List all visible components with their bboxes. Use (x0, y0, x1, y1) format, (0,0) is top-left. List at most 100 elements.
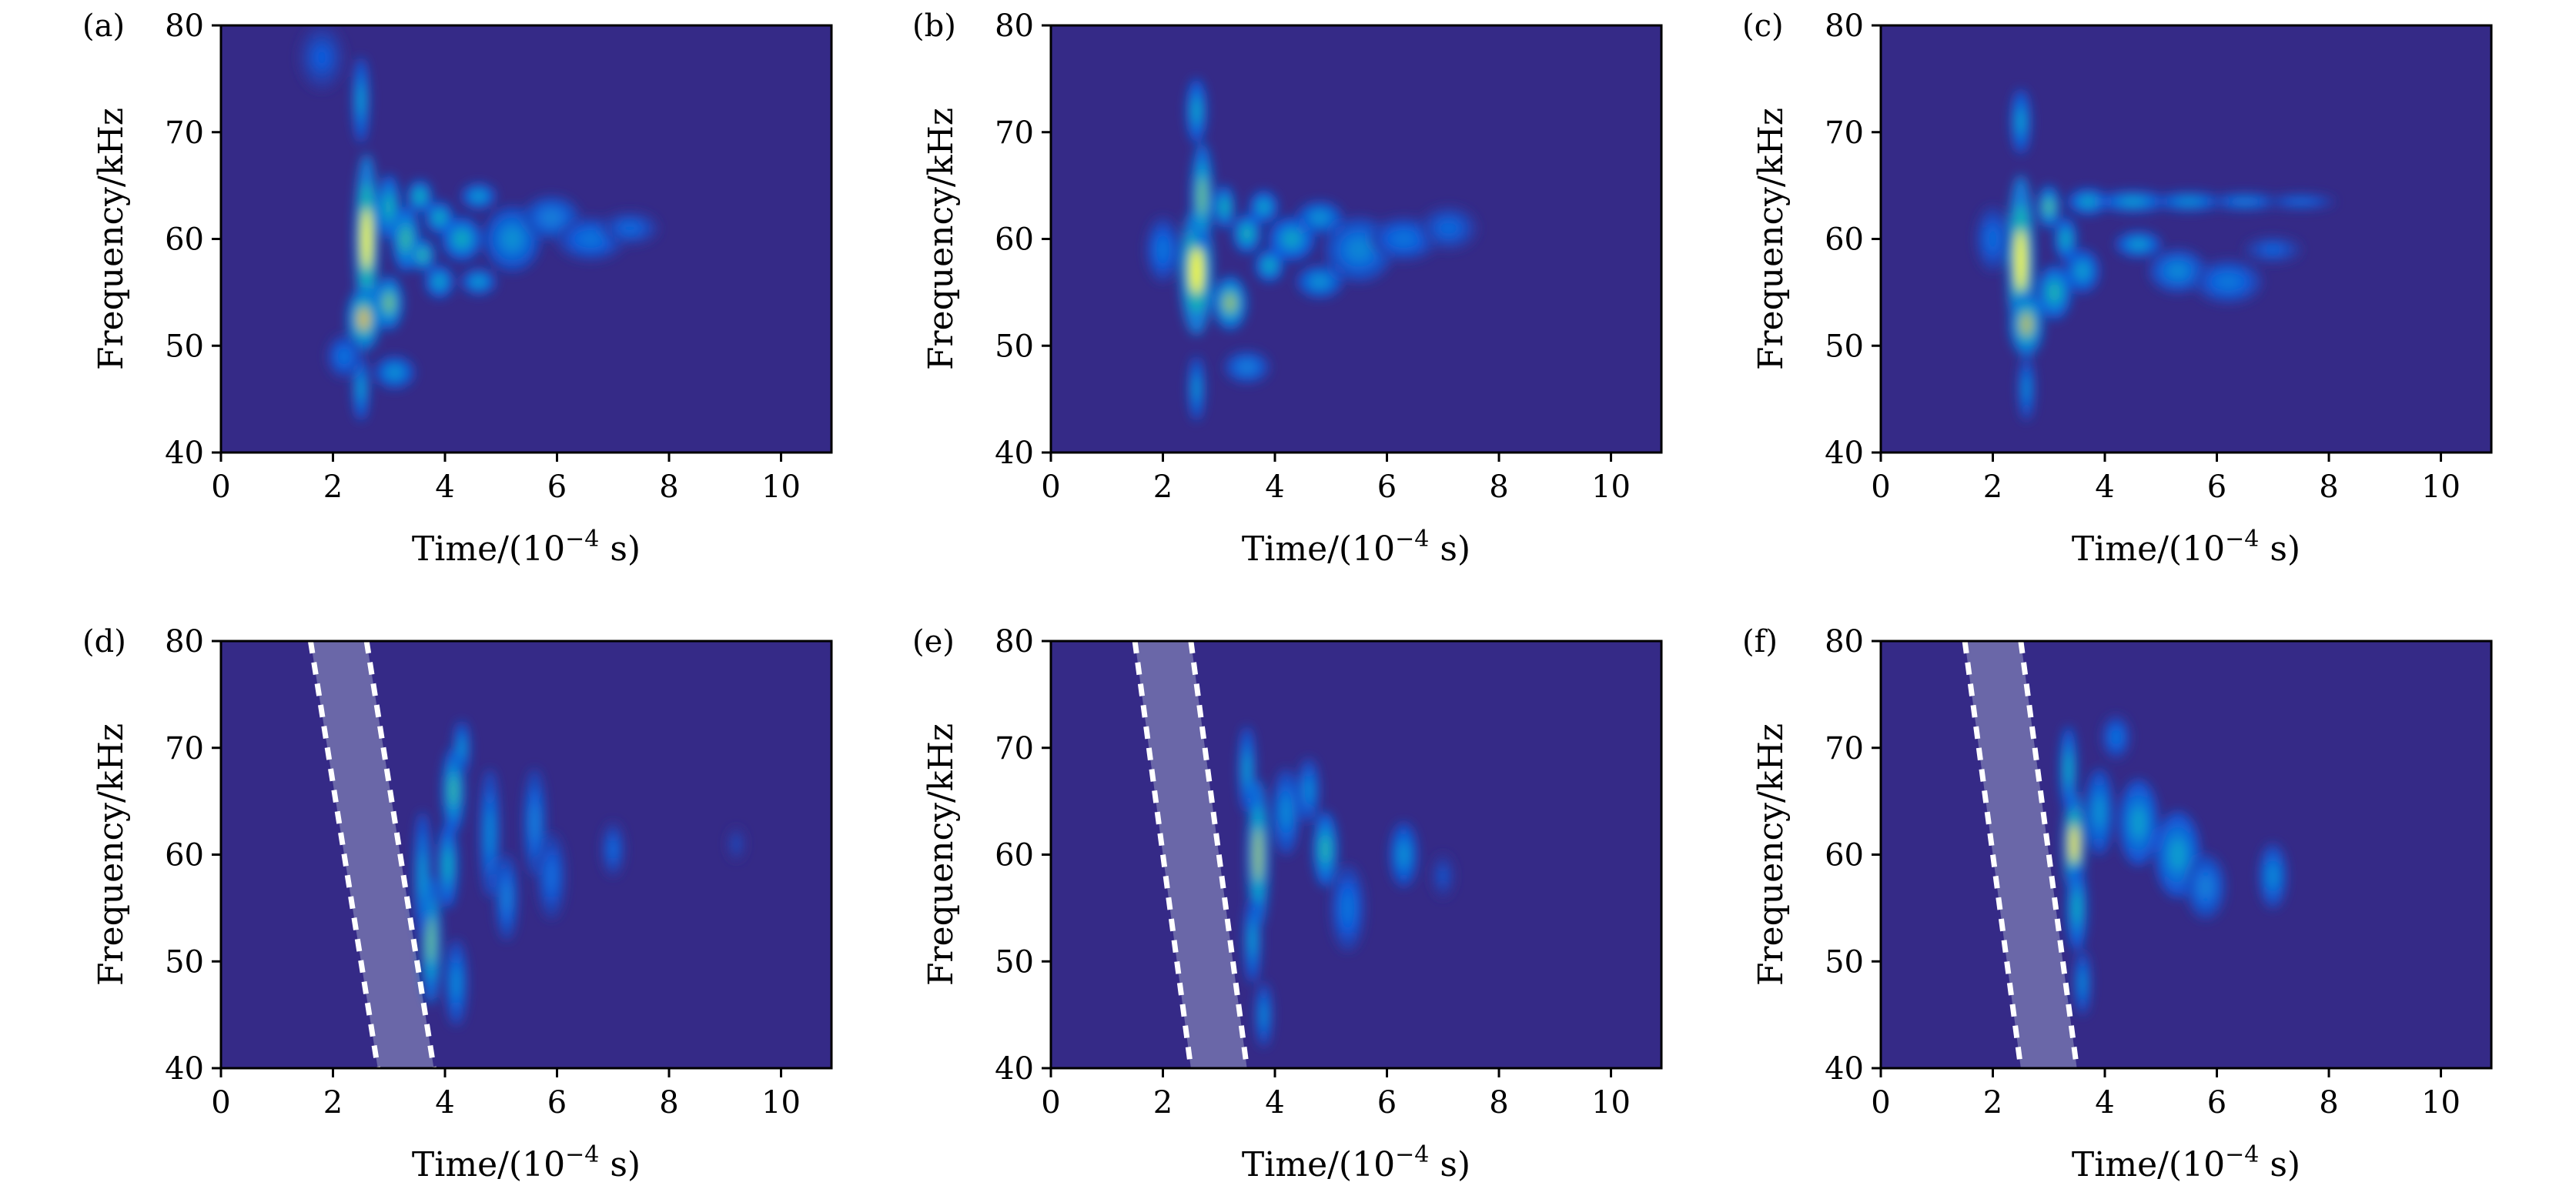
energy-blob (2120, 197, 2146, 205)
energy-blob (733, 838, 740, 850)
energy-blob (1398, 843, 1409, 867)
energy-blob (454, 231, 470, 247)
x-tick-label: 4 (1265, 469, 1284, 505)
energy-blob (2094, 797, 2105, 827)
x-axis-label-exponent: −4 (1395, 526, 1429, 553)
x-tick-label: 6 (2207, 1085, 2226, 1121)
energy-blob (472, 192, 485, 201)
x-axis-label-exponent: −4 (565, 1141, 599, 1168)
energy-blob (1253, 827, 1263, 882)
heatmap-layer (1975, 89, 2335, 421)
x-axis-label-exponent: −4 (1395, 1141, 1429, 1168)
y-tick-label: 50 (995, 944, 1034, 980)
x-axis-label-exponent: −4 (2225, 1141, 2259, 1168)
y-axis-label: Frequency/kHz (1751, 723, 1791, 986)
energy-blob (546, 860, 557, 892)
y-tick-label: 80 (995, 8, 1034, 44)
panel-label: (e) (912, 624, 955, 660)
energy-blob (2170, 839, 2186, 870)
y-tick-label: 50 (1825, 329, 1864, 364)
energy-blob (2065, 753, 2072, 785)
energy-blob (2131, 807, 2146, 838)
energy-blob (400, 227, 411, 251)
band-right-dashed-line (1188, 641, 1250, 1068)
energy-blobs (2059, 716, 2287, 1015)
energy-blob (609, 840, 617, 860)
x-tick-label: 4 (2095, 1085, 2114, 1121)
energy-blob (2061, 231, 2070, 247)
x-axis-label-unit: s) (1429, 529, 1470, 569)
x-tick-label: 8 (1489, 1085, 1508, 1121)
energy-blob (313, 45, 330, 69)
energy-blob (2267, 864, 2278, 888)
x-tick-label: 8 (2319, 1085, 2338, 1121)
x-axis-label-unit: s) (599, 1145, 641, 1184)
y-tick-label: 70 (1825, 731, 1864, 767)
energy-blob (449, 775, 458, 807)
y-axis-label: Frequency/kHz (1751, 108, 1791, 370)
y-tick-label: 70 (165, 115, 204, 151)
energy-blob (427, 917, 435, 964)
x-tick-label: 8 (659, 1085, 678, 1121)
energy-blob (1347, 238, 1371, 262)
spectrogram-panel: 0 2 4 6 8 10 40 50 60 70 80 Time/(10−4 s) Frequency/… (82, 624, 833, 1184)
energy-blob (387, 366, 402, 379)
energy-blob (385, 195, 393, 219)
x-axis-label-text: Time/(10 (1242, 529, 1395, 569)
band-left-dashed-line (1962, 641, 2024, 1068)
x-tick-label: 10 (761, 469, 801, 505)
y-axis-label: Frequency/kHz (922, 723, 961, 986)
energy-blob (2233, 198, 2257, 205)
heatmap-layer (1132, 641, 1454, 1068)
panel-label: (f) (1742, 624, 1778, 660)
x-axis-label: Time/(10−4 s) (1242, 526, 1470, 569)
y-tick-label: 60 (1825, 222, 1864, 258)
energy-blob (2111, 729, 2122, 745)
x-tick-label: 8 (2319, 469, 2338, 505)
x-axis-label: Time/(10−4 s) (2072, 1141, 2300, 1184)
energy-blob (2073, 892, 2081, 923)
x-axis-label-unit: s) (599, 529, 641, 569)
y-tick-label: 60 (995, 838, 1034, 873)
energy-blob (502, 882, 511, 913)
energy-blob (1193, 376, 1200, 400)
y-tick-label: 50 (1825, 944, 1864, 980)
x-axis-label-text: Time/(10 (412, 529, 565, 569)
panel-label: (b) (912, 8, 956, 44)
energy-blob (1341, 892, 1354, 923)
heatmap-layer (1962, 641, 2287, 1068)
energy-blob (2016, 229, 2026, 292)
energy-blob (2198, 875, 2213, 899)
x-tick-label: 2 (1983, 469, 2002, 505)
x-tick-label: 10 (761, 1085, 801, 1121)
energy-blob (578, 231, 603, 247)
y-tick-label: 80 (165, 8, 204, 44)
y-tick-label: 50 (165, 944, 204, 980)
energy-blob (2020, 312, 2033, 336)
energy-blob (1193, 99, 1200, 122)
y-tick-label: 40 (1825, 436, 1864, 471)
band-left-dashed-line (1132, 641, 1194, 1068)
heatmap-layer (1146, 78, 1477, 421)
energy-blob (1249, 924, 1256, 956)
x-tick-label: 8 (1489, 469, 1508, 505)
energy-blobs (1238, 726, 1454, 1047)
y-tick-label: 40 (995, 436, 1034, 471)
energy-blob (541, 209, 562, 225)
x-tick-label: 10 (1591, 1085, 1631, 1121)
energy-blob (2081, 196, 2096, 206)
x-tick-label: 2 (1983, 1085, 2002, 1121)
y-axis-label: Frequency/kHz (92, 723, 131, 986)
y-tick-label: 60 (1825, 838, 1864, 873)
x-tick-label: 10 (2421, 1085, 2461, 1121)
x-tick-label: 10 (2421, 469, 2461, 505)
energy-blob (1242, 226, 1253, 241)
energy-blob (434, 212, 445, 224)
energy-blob (2288, 199, 2313, 205)
y-axis-label: Frequency/kHz (922, 108, 961, 370)
x-axis-label-text: Time/(10 (1242, 1145, 1395, 1184)
y-axis-label: Frequency/kHz (92, 108, 131, 370)
energy-blob (415, 190, 425, 202)
x-tick-label: 6 (1377, 469, 1397, 505)
energy-blob (1439, 868, 1447, 884)
